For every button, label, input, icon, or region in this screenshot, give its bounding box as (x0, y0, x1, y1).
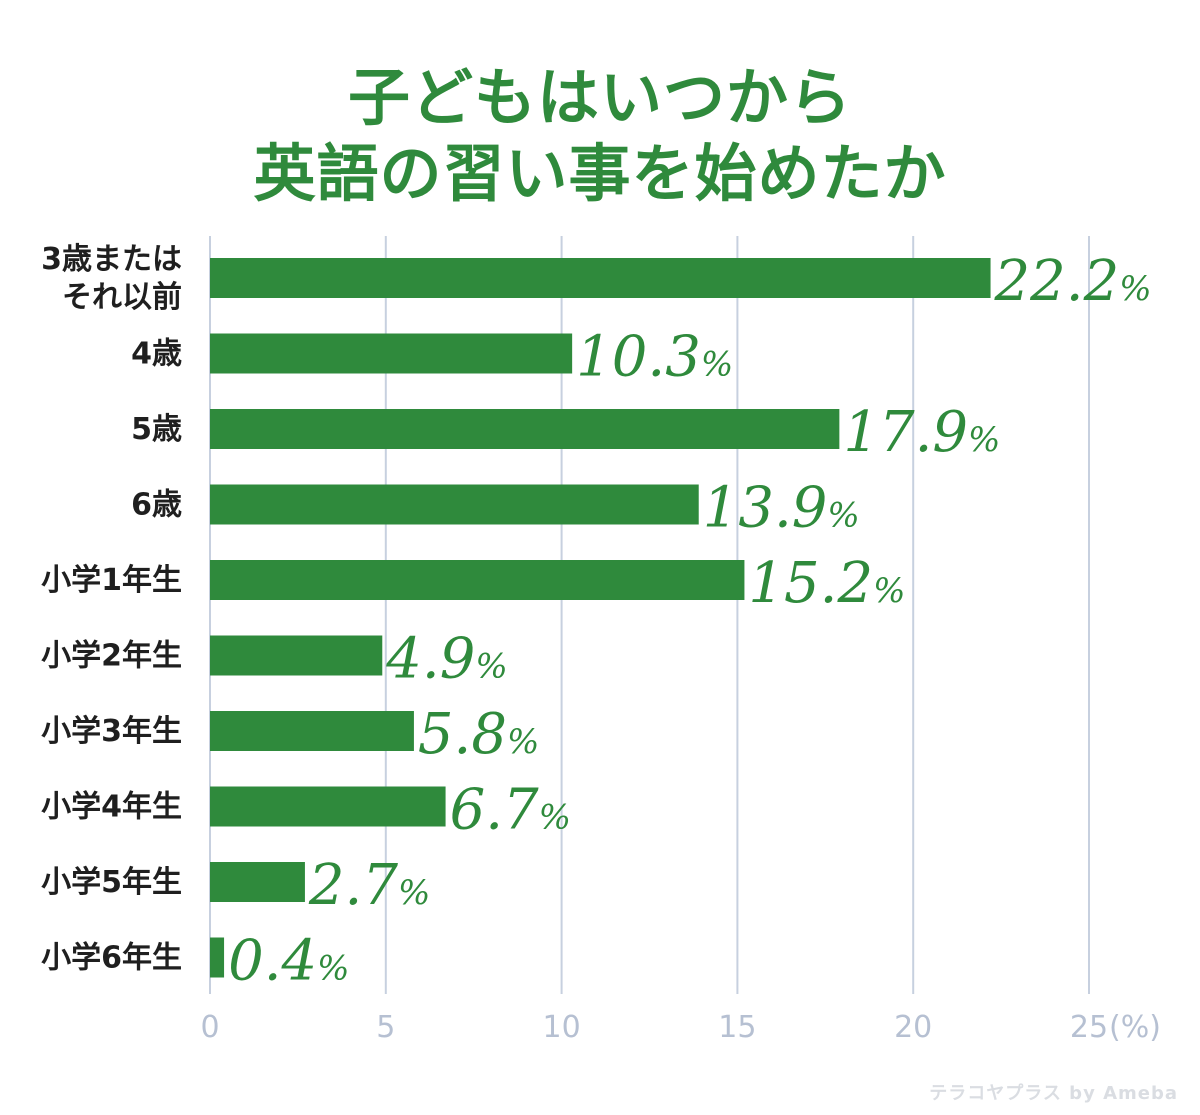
data-label-unit: % (873, 571, 905, 611)
category-label: 6歳 (131, 488, 182, 523)
category-label: 小学5年生 (41, 865, 182, 900)
bar (210, 333, 573, 374)
data-label: 13.9% (703, 476, 860, 541)
watermark: テラコヤプラス by Ameba (929, 1083, 1178, 1104)
data-label: 0.4% (228, 929, 349, 994)
data-label: 2.7% (308, 853, 430, 918)
data-label-value: 5.8 (418, 702, 507, 767)
chart-title-line-1: 子どもはいつから (347, 61, 852, 134)
x-axis-tick-labels: 0 5 10 15 20 25 (%) (200, 1010, 1160, 1045)
data-label-value: 0.4 (228, 929, 317, 994)
data-label: 10.3% (576, 325, 733, 390)
data-label-value: 2.7 (308, 853, 398, 918)
data-label-unit: % (317, 949, 349, 989)
chart-title-line-2: 英語の習い事を始めたか (253, 137, 947, 210)
bar (210, 635, 383, 676)
data-label-value: 13.9 (703, 476, 828, 541)
category-label: 5歳 (131, 412, 182, 447)
data-label: 17.9% (843, 400, 1000, 465)
bar (210, 409, 840, 449)
data-label: 5.8% (418, 702, 539, 767)
x-tick-label: 15 (718, 1010, 756, 1045)
data-label-value: 17.9 (843, 400, 968, 465)
bar (210, 560, 745, 600)
bar (210, 258, 991, 298)
chart-title: 子どもはいつから 英語の習い事を始めたか (0, 60, 1200, 212)
data-label-value: 22.2 (994, 249, 1120, 314)
data-label-value: 15.2 (748, 551, 873, 616)
data-label: 22.2% (994, 249, 1152, 314)
data-label: 15.2% (748, 551, 905, 616)
data-label-value: 6.7 (450, 778, 539, 843)
data-label-unit: % (475, 647, 507, 687)
data-label-unit: % (701, 345, 733, 385)
category-label: 小学1年生 (41, 563, 182, 598)
bar (210, 786, 446, 827)
x-tick-label: 25 (1070, 1010, 1108, 1045)
value-labels: 22.2%10.3%17.9%13.9%15.2%4.9%5.8%6.7%2.7… (228, 249, 1151, 994)
data-label-unit: % (827, 496, 859, 536)
bar (210, 711, 414, 751)
data-label-unit: % (968, 420, 1000, 460)
x-tick-label: 5 (376, 1010, 395, 1045)
category-label: 小学6年生 (41, 941, 182, 976)
x-tick-label: 20 (894, 1010, 932, 1045)
category-label: 3歳または (41, 242, 182, 277)
data-label: 4.9% (385, 627, 507, 692)
data-label-unit: % (539, 798, 571, 838)
data-label-value: 4.9 (385, 627, 475, 692)
x-tick-label: 10 (543, 1010, 581, 1045)
bar (210, 484, 699, 525)
x-axis-unit-label: (%) (1109, 1010, 1161, 1045)
x-tick-label: 0 (200, 1010, 219, 1045)
category-label: 4歳 (131, 337, 182, 372)
category-label: それ以前 (62, 280, 182, 315)
data-label-value: 10.3 (576, 325, 701, 390)
category-label: 小学2年生 (41, 639, 182, 674)
bar (210, 862, 305, 902)
bar (210, 937, 225, 978)
data-label-unit: % (1119, 269, 1151, 309)
category-label: 小学4年生 (41, 790, 182, 825)
bars (210, 258, 991, 978)
data-label-unit: % (398, 873, 430, 913)
category-label: 小学3年生 (41, 714, 182, 749)
data-label: 6.7% (450, 778, 571, 843)
data-label-unit: % (507, 722, 539, 762)
